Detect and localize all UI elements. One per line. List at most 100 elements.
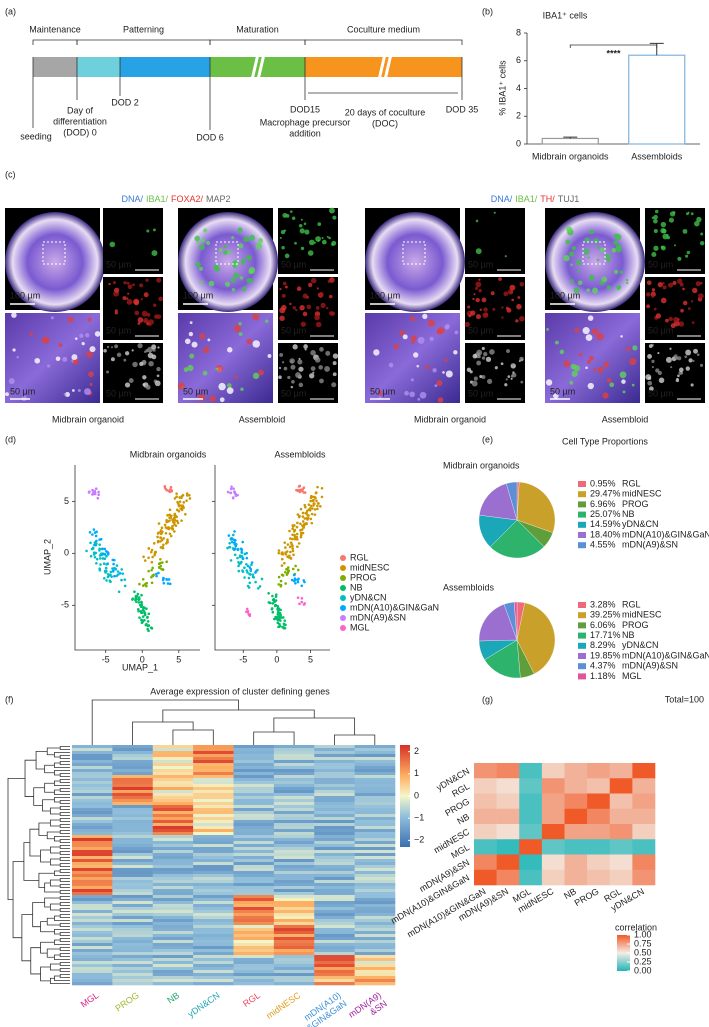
panel-label: (b) [482, 6, 493, 16]
heatmap-cell [112, 781, 154, 785]
heatmap-cell [354, 823, 396, 827]
texture [469, 370, 473, 374]
umap-point [293, 533, 296, 537]
umap-point [283, 541, 287, 544]
axis-line [214, 465, 330, 651]
heatmap-cell [354, 913, 396, 917]
heatmap-cell [233, 805, 275, 809]
correlation-cell [519, 793, 543, 810]
texture [613, 240, 618, 246]
legend-swatch [578, 481, 586, 487]
umap-point [291, 524, 295, 527]
legend-label: NB [350, 582, 363, 592]
texture [512, 371, 515, 374]
texture [87, 317, 92, 322]
texture [252, 340, 260, 348]
texture [677, 278, 683, 284]
umap-point [291, 537, 294, 541]
umap-point [291, 527, 294, 531]
texture [442, 371, 445, 374]
texture [302, 311, 308, 317]
umap-point [106, 572, 110, 576]
texture [545, 379, 553, 386]
texture [474, 286, 479, 290]
umap-point [236, 548, 240, 552]
texture [571, 370, 578, 377]
heatmap-cell [112, 955, 154, 959]
heatmap-cell [233, 772, 275, 776]
umap-point [105, 579, 108, 582]
scale-label: 50 µm [648, 325, 673, 335]
y-tick-label: 5 [64, 496, 69, 506]
image-caption: Midbrain organoid [52, 414, 124, 424]
texture [603, 361, 610, 368]
umap-point [149, 550, 153, 554]
texture [89, 346, 96, 353]
heatmap-cell [354, 745, 396, 749]
x-tick-label: 0 [140, 654, 145, 664]
heatmap-cell [314, 781, 355, 785]
texture [151, 344, 157, 350]
heatmap-cell [152, 967, 194, 971]
texture [315, 236, 321, 242]
heatmap-cell [193, 805, 234, 809]
texture [660, 297, 667, 304]
texture [224, 281, 231, 287]
umap-point [165, 488, 169, 492]
umap-point [291, 547, 294, 550]
umap-point [299, 535, 303, 539]
texture [77, 388, 81, 392]
heatmap-cell [233, 973, 275, 977]
texture [481, 356, 486, 360]
heatmap-cell [112, 910, 154, 914]
umap-point [233, 490, 236, 493]
legend-label: MGL [350, 622, 370, 632]
umap-point [174, 524, 178, 527]
heatmap-cell [354, 757, 396, 761]
heatmap-cell [72, 760, 113, 764]
texture [470, 310, 476, 316]
umap-point [173, 497, 177, 500]
heatmap-cell [314, 940, 355, 944]
heatmap-cell [233, 910, 275, 914]
heatmap-cell [193, 790, 234, 794]
umap-point [103, 557, 107, 561]
heatmap-cell [152, 847, 194, 851]
dendrogram [253, 731, 295, 745]
heatmap-cell [314, 889, 355, 893]
heatmap-cell [72, 814, 113, 818]
texture [653, 214, 658, 220]
heatmap-cell [233, 853, 275, 857]
legend-swatch [578, 491, 586, 498]
umap-point [241, 570, 245, 573]
umap-point [290, 542, 294, 546]
scale-label: 100 µm [370, 290, 400, 300]
texture [413, 352, 419, 358]
umap-point [92, 553, 96, 556]
texture [299, 228, 305, 234]
umap-point [161, 561, 164, 564]
legend-swatch [578, 642, 586, 649]
heatmap-cell [233, 838, 275, 842]
correlation-cell [632, 778, 656, 794]
texture [309, 239, 315, 246]
umap-point [243, 566, 246, 569]
heatmap-cell [273, 877, 315, 881]
texture [290, 385, 294, 389]
texture [518, 360, 521, 363]
heatmap-cell [112, 853, 154, 857]
texture [29, 332, 34, 336]
umap-point [305, 517, 309, 520]
texture [625, 278, 629, 282]
heatmap-cell [112, 892, 154, 896]
texture [662, 285, 667, 290]
umap-point [138, 582, 141, 586]
heatmap-cell [273, 754, 315, 758]
texture [500, 362, 504, 366]
texture [219, 397, 225, 403]
heatmap-cell [152, 796, 194, 800]
heatmap-cell [273, 853, 315, 857]
heatmap-cell [193, 979, 234, 983]
texture [485, 356, 492, 363]
texture [110, 357, 115, 362]
